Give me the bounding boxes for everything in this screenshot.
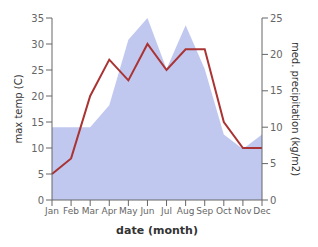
svg-text:Aug: Aug bbox=[177, 206, 195, 216]
svg-text:5: 5 bbox=[270, 158, 276, 169]
svg-text:Feb: Feb bbox=[63, 206, 79, 216]
svg-text:date (month): date (month) bbox=[116, 224, 198, 237]
svg-text:20: 20 bbox=[270, 49, 283, 60]
svg-text:15: 15 bbox=[270, 85, 283, 96]
svg-text:Nov: Nov bbox=[234, 206, 252, 216]
svg-text:5: 5 bbox=[38, 169, 44, 180]
svg-text:Oct: Oct bbox=[216, 206, 232, 216]
svg-text:25: 25 bbox=[270, 13, 283, 24]
svg-text:10: 10 bbox=[270, 122, 283, 133]
svg-text:Apr: Apr bbox=[101, 206, 117, 216]
svg-text:max temp (C): max temp (C) bbox=[13, 74, 24, 143]
svg-text:Mar: Mar bbox=[82, 206, 99, 216]
svg-text:10: 10 bbox=[31, 143, 44, 154]
svg-text:20: 20 bbox=[31, 91, 44, 102]
svg-text:May: May bbox=[119, 206, 138, 216]
svg-text:Jan: Jan bbox=[44, 206, 59, 216]
svg-text:Dec: Dec bbox=[253, 206, 270, 216]
svg-text:med. precipitation (kg/m2): med. precipitation (kg/m2) bbox=[290, 42, 301, 176]
svg-text:0: 0 bbox=[38, 195, 44, 206]
svg-text:Sep: Sep bbox=[196, 206, 213, 216]
svg-text:Jun: Jun bbox=[139, 206, 154, 216]
svg-text:25: 25 bbox=[31, 65, 44, 76]
svg-text:30: 30 bbox=[31, 39, 44, 50]
svg-text:35: 35 bbox=[31, 13, 44, 24]
svg-text:0: 0 bbox=[270, 195, 276, 206]
svg-text:Jul: Jul bbox=[160, 206, 172, 216]
svg-text:15: 15 bbox=[31, 117, 44, 128]
